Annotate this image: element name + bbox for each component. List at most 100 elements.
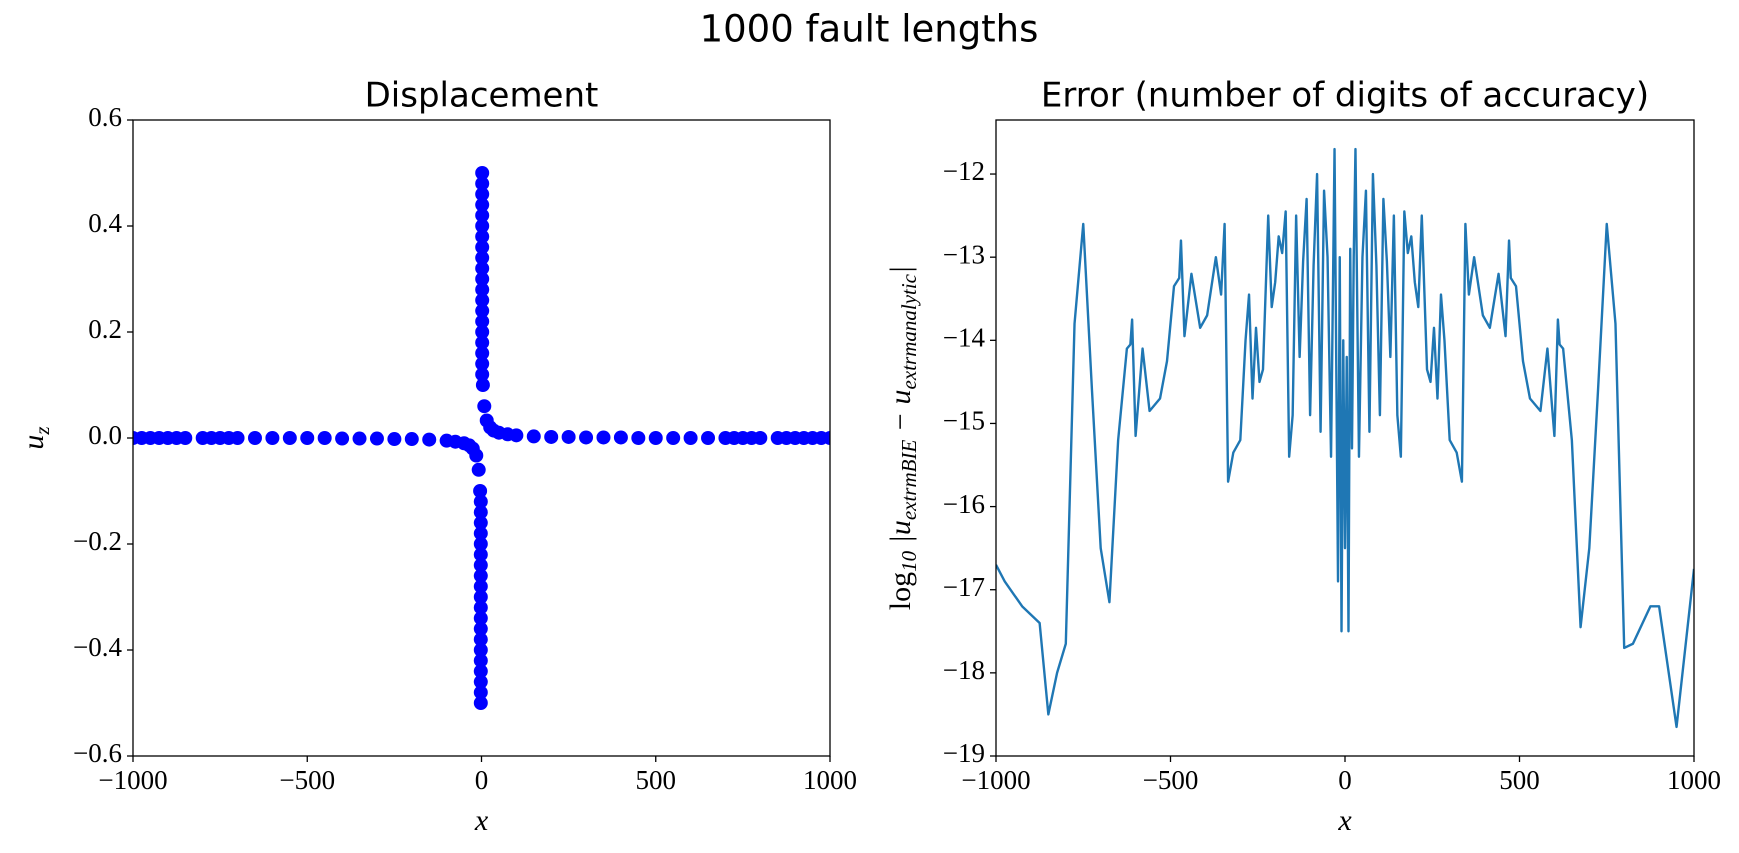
point	[300, 431, 315, 445]
point	[596, 430, 611, 445]
point	[666, 431, 681, 445]
plot-area	[133, 166, 830, 710]
point	[648, 431, 663, 445]
y-tick-label: −15	[943, 406, 985, 436]
point	[475, 367, 490, 382]
y-label-subscript: 10	[897, 550, 921, 572]
point	[631, 431, 646, 445]
x-tick-label: −1000	[961, 765, 1030, 795]
point	[475, 261, 490, 276]
point	[475, 208, 490, 223]
y-tick-label: −13	[943, 239, 985, 269]
y-label-part: |u	[884, 520, 917, 551]
y-label-part: |	[884, 266, 917, 274]
point	[475, 187, 490, 202]
y-tick-label: −18	[943, 655, 985, 685]
y-label-subscript: z	[30, 426, 54, 435]
y-label-subscript: extrmBIE	[897, 440, 921, 521]
point	[473, 547, 488, 562]
y-axis-label: log10 |uextrmBIE − uextrmanalytic|	[884, 266, 921, 611]
point	[683, 431, 698, 445]
point	[473, 696, 488, 710]
point	[475, 240, 490, 255]
point	[823, 431, 830, 445]
point	[475, 219, 490, 233]
point	[352, 431, 367, 446]
y-label-part: log	[884, 572, 917, 610]
point	[387, 432, 402, 447]
point	[475, 250, 490, 265]
point	[335, 431, 350, 446]
y-tick-label: −12	[943, 156, 985, 186]
point	[473, 664, 488, 679]
point	[178, 431, 193, 445]
x-tick-label: 0	[1338, 765, 1352, 795]
point	[753, 431, 768, 445]
point	[473, 632, 488, 647]
point	[473, 505, 488, 520]
point	[230, 431, 245, 445]
y-tick-label: 0.2	[88, 314, 122, 344]
point	[473, 526, 488, 541]
axes-title: Displacement	[365, 76, 599, 116]
point	[475, 325, 490, 339]
y-tick-label: −0.6	[73, 738, 122, 768]
y-tick-label: −0.4	[73, 632, 122, 662]
point	[473, 600, 488, 615]
y-tick-label: −17	[943, 572, 985, 602]
point	[475, 272, 490, 286]
point	[404, 432, 419, 447]
point	[473, 685, 488, 700]
x-axis-label: x	[474, 804, 489, 837]
point	[475, 293, 490, 308]
x-axis-label: x	[1337, 804, 1352, 837]
point	[473, 674, 488, 689]
point	[613, 430, 628, 445]
y-label-part: − u	[884, 389, 917, 439]
point	[475, 303, 490, 318]
point	[475, 166, 490, 180]
point	[473, 568, 488, 583]
point	[473, 579, 488, 594]
line	[996, 147, 1694, 729]
point	[475, 282, 490, 297]
y-tick-label: 0.4	[88, 208, 122, 238]
point	[475, 356, 490, 371]
point	[544, 429, 559, 444]
point	[475, 197, 490, 212]
y-tick-label: −0.2	[73, 526, 122, 556]
point	[282, 431, 297, 445]
point	[579, 430, 594, 445]
x-tick-label: 500	[1499, 765, 1540, 795]
point	[473, 558, 488, 573]
point	[473, 590, 488, 604]
point	[473, 653, 488, 668]
y-tick-label: 0.0	[88, 420, 122, 450]
x-tick-label: 0	[475, 765, 489, 795]
point	[473, 611, 488, 626]
point	[473, 484, 488, 498]
y-label-subscript: extrmanalytic	[897, 273, 921, 389]
point	[265, 431, 280, 445]
y-axis-label: uz	[17, 426, 54, 449]
point	[473, 494, 488, 509]
y-label-part: u	[17, 435, 50, 450]
point	[317, 431, 332, 445]
point	[475, 335, 490, 350]
point	[526, 429, 541, 444]
x-tick-label: 500	[636, 765, 677, 795]
point	[473, 515, 488, 530]
point	[471, 462, 486, 477]
point	[247, 431, 262, 445]
x-tick-label: −1000	[98, 765, 167, 795]
x-tick-label: 1000	[803, 765, 857, 795]
point	[369, 431, 384, 446]
y-tick-label: −14	[943, 323, 986, 353]
y-tick-label: −19	[943, 738, 985, 768]
point	[475, 176, 490, 191]
point	[473, 537, 488, 551]
point	[509, 428, 524, 443]
point	[701, 431, 716, 445]
point	[422, 432, 437, 447]
x-tick-label: −500	[1143, 765, 1199, 795]
